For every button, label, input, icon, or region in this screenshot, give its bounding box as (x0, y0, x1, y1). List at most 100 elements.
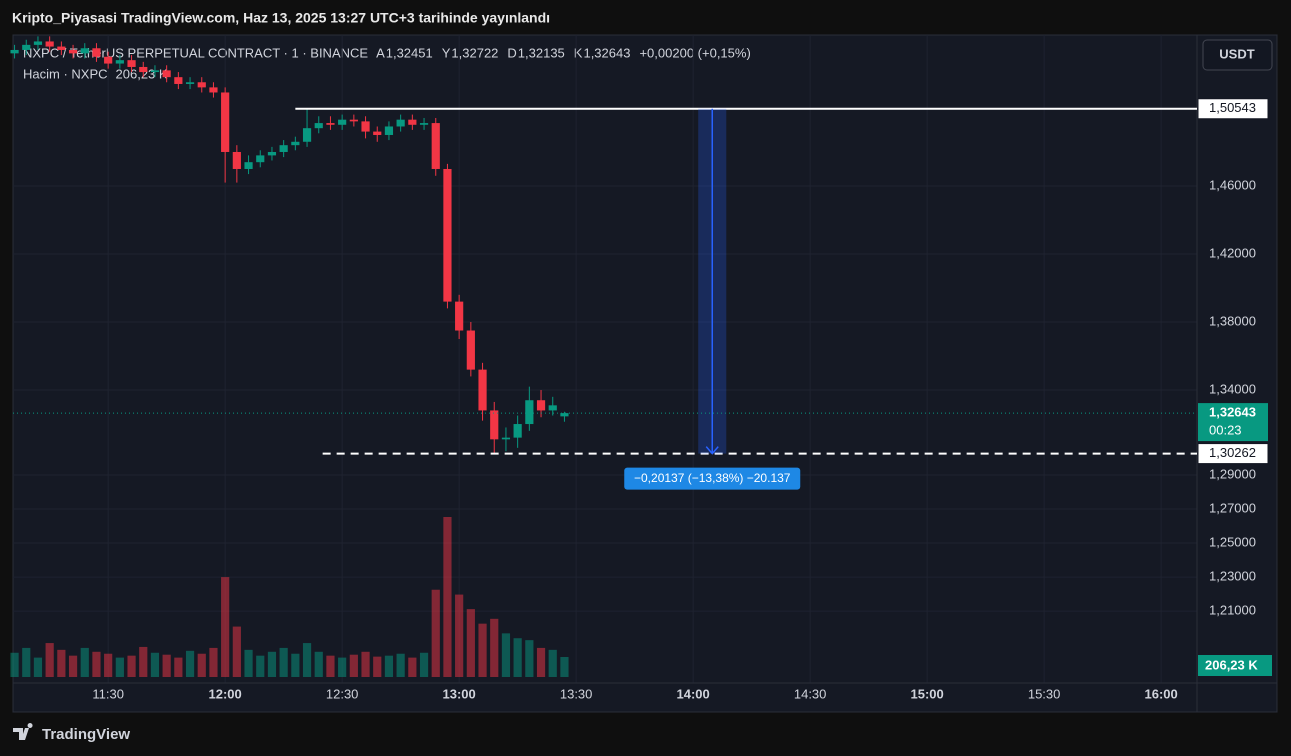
x-tick-label: 14:30 (794, 686, 827, 701)
volume-bar (256, 655, 265, 677)
legend: NXPC / TetherUS PERPETUAL CONTRACT · 1 ·… (23, 45, 751, 81)
y-tick-label: 1,42000 (1209, 245, 1256, 260)
volume-bar (384, 655, 394, 677)
volume-bar (455, 594, 464, 677)
volume-bar (57, 649, 66, 677)
volume-bar (92, 651, 101, 677)
candle-body (139, 66, 148, 73)
candle-body (560, 413, 569, 417)
candle-body (127, 60, 136, 67)
candle-body (302, 128, 312, 142)
y-tick-label: 1,27000 (1209, 500, 1256, 515)
candle-body (185, 82, 195, 84)
candle-body (33, 41, 43, 45)
volume-bar (408, 657, 417, 677)
price-label-box (1197, 98, 1269, 120)
brand-logo (13, 723, 33, 740)
y-tick-label: 1,21000 (1209, 603, 1256, 618)
x-tick-label: 14:00 (677, 686, 710, 701)
volume-bar (419, 652, 429, 677)
candle-body (490, 410, 499, 440)
volume-bar (443, 517, 452, 677)
volume-bar (291, 653, 300, 677)
candle-body (349, 119, 358, 122)
volume-bar (68, 655, 78, 677)
volume-bar (197, 653, 206, 677)
volume-bar (513, 638, 522, 677)
candle-body (525, 400, 534, 425)
volume-bar (244, 649, 253, 677)
x-tick-label: 15:30 (1028, 686, 1061, 701)
candle-body (396, 119, 405, 127)
volume-bar (10, 652, 19, 677)
y-tick-label: 1,25000 (1209, 534, 1256, 549)
volume-bar (548, 649, 557, 677)
measure-arrow-head (705, 446, 719, 455)
y-tick-label: 1,46000 (1209, 177, 1256, 192)
price-label-box (1197, 443, 1269, 465)
candle-body (373, 131, 382, 135)
brand-name: TradingView (42, 726, 130, 743)
volume-bar (490, 618, 499, 677)
candle-body (314, 123, 323, 129)
ohlc-key: A (376, 45, 385, 60)
volume-bar (396, 653, 405, 677)
candle-body (478, 369, 487, 411)
y-tick-label: 1,29000 (1209, 466, 1256, 481)
volume-bar (338, 657, 347, 677)
volume-bar (33, 657, 43, 677)
currency-button[interactable] (1202, 39, 1273, 71)
volume-bar (279, 647, 288, 677)
volume-bar (139, 646, 148, 677)
ohlc-value: 1,32722 (451, 45, 498, 60)
volume-bar (232, 626, 241, 677)
chart-pane (12, 34, 1278, 713)
y-tick-label: 1,34000 (1209, 381, 1256, 396)
candle-body (431, 123, 440, 169)
volume-bar (221, 577, 230, 677)
candle-body (68, 49, 78, 54)
candle-body (408, 119, 417, 125)
countdown: 00:23 (1209, 423, 1242, 438)
currency-button-label[interactable]: USDT (1219, 46, 1254, 61)
candle-body (104, 56, 113, 64)
volume-bar (209, 647, 218, 677)
ohlc-key: K (574, 45, 583, 60)
volume-bar (314, 651, 323, 677)
candle-body (279, 145, 288, 152)
last-price-box (1198, 403, 1268, 442)
candle-body (338, 119, 347, 125)
volume-bar (466, 609, 475, 677)
ohlc-value: 1,32643 (583, 45, 630, 60)
volume-bar (115, 657, 124, 677)
candle-body (291, 141, 300, 146)
candle-body (115, 60, 124, 64)
candle-body (443, 168, 452, 302)
candle-body (501, 437, 511, 440)
candle-body (209, 87, 218, 93)
ohlc-value: 1,32451 (386, 45, 433, 60)
ohlc-key: Y (442, 45, 451, 60)
chart-title: Kripto_Piyasasi TradingView.com, Haz 13,… (12, 10, 550, 26)
volume-bar (431, 589, 440, 677)
volume-bar (162, 654, 171, 677)
y-tick-label: 1,38000 (1209, 313, 1256, 328)
volume-bar (536, 647, 546, 677)
volume-bar (80, 647, 89, 677)
volume-bar (302, 643, 312, 677)
candle-body (466, 330, 475, 370)
volume-bar (185, 650, 195, 677)
x-tick-label: 15:00 (911, 686, 944, 701)
volume-bar (22, 647, 31, 677)
candle-body (536, 400, 546, 411)
candle-body (197, 82, 206, 88)
symbol: NXPC / TetherUS PERPETUAL CONTRACT · 1 ·… (23, 45, 368, 60)
x-tick-label: 12:30 (326, 686, 359, 701)
volume-bar (361, 651, 370, 677)
candle-body (326, 123, 335, 125)
candle-body (267, 151, 277, 156)
candle-body (548, 405, 557, 411)
candle-body (244, 162, 253, 169)
volume-bar (150, 652, 160, 677)
